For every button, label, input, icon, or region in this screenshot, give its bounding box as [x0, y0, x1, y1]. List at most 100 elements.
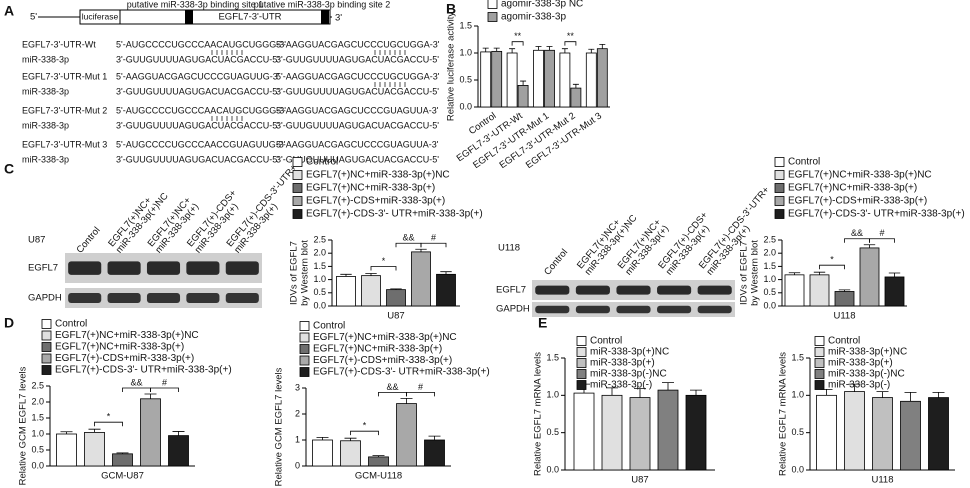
- panel-label: A: [4, 3, 14, 19]
- bar: [657, 389, 679, 471]
- bar: [601, 394, 623, 471]
- significance-bracket: [406, 392, 435, 397]
- significance-label: #: [879, 228, 884, 238]
- y-tick-label: 0.0: [763, 300, 776, 310]
- error-bar: [690, 389, 702, 396]
- error-bar: [340, 273, 352, 277]
- significance-label: #: [418, 382, 423, 392]
- bar: [816, 394, 837, 471]
- blot-band: [575, 305, 610, 314]
- bar: [784, 274, 805, 307]
- y-tick-label: 2.5: [313, 234, 326, 244]
- y-tick-label: 1.0: [313, 274, 326, 284]
- site1-label: putative miR-338-3p binding site 1: [127, 0, 264, 9]
- bar: [533, 49, 544, 108]
- error-bar: [415, 248, 427, 252]
- y-tick-label: 1.0: [31, 428, 44, 438]
- significance-label: &&: [130, 377, 142, 387]
- legend-label: EGFL7(+)NC+miR-338-3p(+): [306, 183, 435, 194]
- lane-label-line: Control: [74, 225, 102, 256]
- sequence: 3'-GUUGUUUUAGUGACUACGACCU-5': [276, 154, 439, 164]
- bar: [56, 433, 77, 467]
- legend-label: Control: [828, 336, 860, 347]
- y-tick-label: 2.0: [31, 396, 44, 406]
- error-bar: [400, 398, 413, 404]
- bar: [573, 392, 595, 471]
- y-tick-label: 0.5: [459, 74, 472, 84]
- y-axis-label: by Western blot: [300, 240, 311, 306]
- sequence: 3'-GUUGUUUUAGUGACUACGACCU-5': [116, 154, 279, 164]
- legend-swatch: [292, 209, 303, 219]
- significance-bracket: [844, 238, 870, 243]
- sequence: 5'-AUGCCCCUGCCCAACAUGCUGGG-3': [116, 39, 286, 49]
- x-axis-label: U87: [387, 311, 404, 322]
- blot-row-label: EGFL7: [496, 285, 526, 296]
- binding-site-2: [321, 10, 329, 24]
- blot-row-label: GAPDH: [496, 304, 530, 315]
- significance-bracket: [378, 392, 407, 397]
- legend-swatch: [576, 380, 587, 390]
- legend-swatch: [576, 369, 587, 379]
- error-bar: [482, 47, 489, 52]
- y-tick-label: 0.0: [791, 464, 804, 474]
- error-bar: [344, 437, 357, 441]
- x-axis-label: U118: [871, 475, 893, 486]
- error-bar: [634, 388, 646, 398]
- legend-swatch: [774, 209, 785, 219]
- bar: [585, 52, 597, 108]
- lane-label: Control: [542, 247, 570, 278]
- sequence: 3'-GUUGUUUUAGUGACUACGACCU-5': [276, 54, 439, 64]
- legend-swatch: [814, 347, 825, 357]
- error-bar: [876, 391, 889, 398]
- blot-band: [535, 285, 570, 295]
- legend-label: EGFL7(+)NC+miR-338-3p(+)NC: [55, 330, 199, 341]
- significance-label: &&: [402, 233, 414, 243]
- bar: [112, 453, 133, 467]
- luciferase-label: luciferase: [82, 11, 119, 21]
- blot-band: [107, 293, 141, 303]
- error-bar: [588, 48, 595, 53]
- error-bar: [606, 387, 618, 396]
- sequence-row-label: EGFL7-3'-UTR-Mut 3: [22, 139, 107, 149]
- y-axis-label: Relative luciferase activity: [446, 12, 457, 122]
- significance-bracket: [150, 387, 179, 392]
- y-axis-label: Relative GCM EGFL7 levels: [274, 367, 285, 486]
- y-tick-label: 3: [295, 382, 300, 392]
- bar: [834, 291, 855, 307]
- bar: [928, 397, 949, 471]
- bar: [570, 87, 582, 108]
- error-bar: [60, 431, 73, 434]
- sequence: 3'-GUUGUUUUAGUGACUACGACCU-5': [276, 86, 439, 96]
- bar: [340, 440, 361, 467]
- legend-swatch: [814, 369, 825, 379]
- sequence: 3'-GUUGUUUUAGUGACUACGACCU-5': [276, 120, 439, 130]
- five-prime: 5': [30, 12, 37, 23]
- legend-label: EGFL7(+)NC+miR-338-3p(+): [788, 183, 917, 194]
- y-tick-label: 2.5: [31, 380, 44, 390]
- sequence: 5'-AAGGUACGAGCUCCCUGCUGGA-3': [276, 39, 440, 49]
- legend-label: miR-338-3p(+)NC: [590, 347, 669, 358]
- bar: [140, 398, 161, 467]
- legend-label: miR-338-3p(+)NC: [828, 347, 907, 358]
- legend-label: EGFL7(+)NC+miR-338-3p(+)NC: [306, 170, 450, 181]
- panel-label: E: [538, 315, 547, 331]
- legend-swatch: [774, 183, 785, 193]
- blot-band: [575, 285, 610, 295]
- legend-swatch: [292, 183, 303, 193]
- sequence: 5'-AUGCCCCUGCCCAACAUGCUGGG-3': [116, 105, 286, 115]
- blot-band: [146, 261, 181, 275]
- sequence: 5'-AAGGUACGAGCUCCCGUAGUUA-3': [276, 105, 439, 115]
- y-tick-label: 2.5: [763, 234, 776, 244]
- y-axis-label: Relative EGFL7 mRNA levels: [778, 352, 789, 476]
- error-bar: [662, 382, 674, 391]
- error-bar: [813, 271, 826, 275]
- legend-swatch: [41, 342, 52, 352]
- y-tick-label: 1.5: [546, 352, 559, 362]
- legend-swatch: [299, 355, 310, 366]
- bar: [368, 456, 389, 467]
- legend-label: EGFL7(+)-CDS+miR-338-3p(+): [788, 196, 927, 207]
- legend-swatch: [487, 0, 498, 9]
- legend-swatch: [299, 321, 310, 331]
- bar: [336, 276, 356, 307]
